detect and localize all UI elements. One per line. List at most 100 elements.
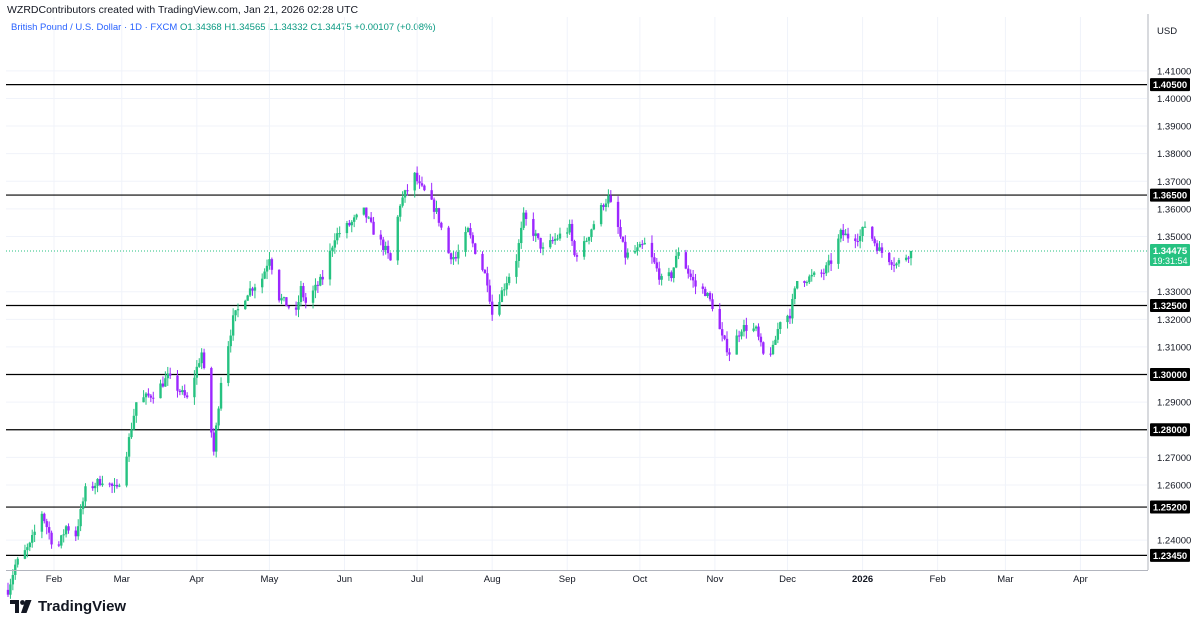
candle-body [909, 250, 913, 259]
candle-body [294, 307, 298, 310]
candle-body [684, 252, 688, 269]
level-label: 1.30000 [1153, 370, 1187, 381]
candle-body [706, 293, 709, 297]
candle-body [437, 208, 441, 223]
time-tick-label: Nov [706, 574, 723, 585]
candle-body [67, 526, 70, 531]
candle-body [672, 267, 675, 279]
candle-body [624, 241, 627, 258]
candle-body [432, 199, 436, 212]
candle-body [268, 259, 271, 266]
candle-body [829, 260, 833, 264]
candle-body [265, 265, 269, 272]
candle-body [384, 245, 387, 251]
tradingview-logo[interactable]: TradingView [10, 598, 126, 615]
candle-body [677, 252, 680, 256]
candle-body [674, 255, 678, 268]
price-tick-label: 1.26000 [1157, 480, 1191, 491]
candle-body [352, 217, 356, 222]
candle-body [166, 373, 169, 379]
candle-body [812, 272, 816, 275]
time-tick-label: Dec [779, 574, 796, 585]
candle-body [745, 324, 748, 331]
symbol-name[interactable]: British Pound / U.S. Dollar · 1D · FXCM [11, 22, 178, 33]
price-tick-label: 1.35000 [1157, 232, 1191, 243]
level-label: 1.36500 [1153, 191, 1187, 202]
candle-body [316, 284, 320, 286]
candle-body [43, 513, 46, 522]
candle-body [33, 531, 36, 535]
candle-body [609, 195, 613, 202]
candle-body [708, 293, 712, 300]
candle-body [890, 262, 893, 265]
candle-body [590, 229, 593, 238]
candle-body [638, 244, 642, 248]
candle-body [195, 366, 199, 378]
candle-body [694, 280, 697, 287]
time-tick-label: 2026 [852, 574, 873, 585]
candle-body [57, 544, 61, 546]
candle-body [704, 288, 707, 297]
time-axis: Feb Mar Apr May Jun Jul Aug Sep Oct Nov Dec 2026 Feb… [6, 570, 1148, 585]
candle-body [711, 299, 714, 309]
candle-body [471, 235, 475, 244]
level-label: 1.23450 [1153, 551, 1187, 562]
candle-body [74, 530, 77, 537]
candle-body [246, 295, 249, 301]
candle-body [774, 339, 777, 345]
level-label: 1.40500 [1153, 80, 1187, 91]
candle-body [522, 212, 525, 228]
candle-body [386, 245, 390, 254]
candle-body [79, 509, 82, 527]
candle-body [888, 252, 891, 263]
candle-body [348, 223, 351, 226]
candle-body [466, 228, 470, 233]
candle-body [285, 297, 288, 307]
candle-body [60, 535, 63, 546]
candle-body [488, 285, 491, 302]
symbol-legend[interactable]: British Pound / U.S. Dollar · 1D · FXCM … [11, 22, 436, 33]
candlestick-series [6, 166, 913, 599]
candle-body [892, 264, 896, 266]
candle-body [607, 195, 610, 204]
candle-body [229, 335, 232, 347]
candle-body [667, 272, 671, 277]
candle-body [498, 301, 501, 315]
candle-body [490, 301, 494, 315]
candle-body [880, 247, 884, 253]
price-tick-label: 1.32000 [1157, 315, 1191, 326]
candle-body [287, 306, 291, 308]
candle-body [113, 484, 116, 486]
candle-body [101, 483, 104, 486]
candle-body [367, 217, 370, 219]
candle-body [505, 283, 508, 290]
time-tick-label: May [260, 574, 278, 585]
candle-body [771, 344, 775, 355]
candle-body [161, 383, 165, 387]
candle-body [670, 272, 673, 279]
candle-body [602, 205, 605, 208]
candle-body [558, 233, 562, 239]
candle-body [169, 373, 172, 376]
candle-body [549, 240, 552, 248]
level-badge [1150, 368, 1190, 382]
level-badge [1150, 299, 1190, 313]
candle-body [786, 315, 789, 323]
candle-body [539, 237, 542, 249]
candle-body [621, 236, 625, 242]
level-label: 1.25200 [1153, 503, 1187, 514]
candle-body [570, 223, 574, 242]
candle-body [701, 286, 705, 289]
candle-body [524, 212, 528, 219]
candle-body [842, 229, 845, 236]
candle-body [304, 297, 307, 303]
candle-body [84, 486, 87, 502]
candle-body [26, 547, 29, 551]
candle-body [282, 297, 286, 299]
candle-body [125, 456, 128, 486]
candle-body [253, 287, 257, 291]
candle-body [875, 243, 879, 251]
candle-body [740, 331, 743, 337]
candle-body [556, 238, 559, 240]
